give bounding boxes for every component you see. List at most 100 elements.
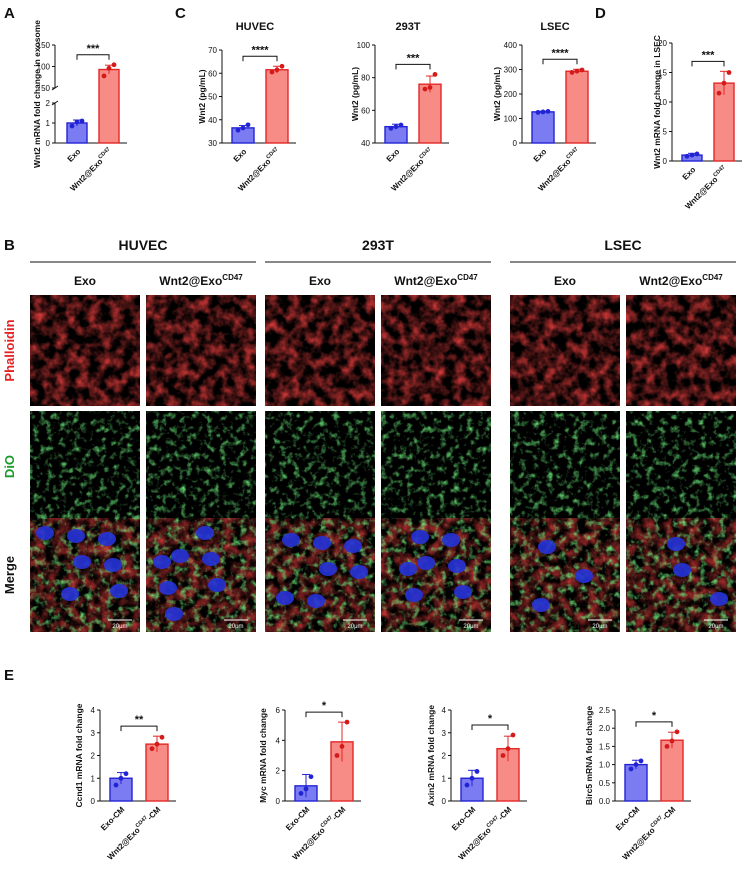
data-point-C2-0-1 <box>393 124 399 130</box>
data-point-E4-1-1 <box>669 738 675 744</box>
category-label-E3-0: Exo-CM <box>450 805 478 833</box>
data-point-C2-1-0 <box>422 86 428 92</box>
micrograph-lsec-exo-merge: 20μm <box>510 518 620 632</box>
y-tick-label-A-l0: 0 <box>46 139 51 148</box>
category-label-E2-0: Exo-CM <box>284 805 312 833</box>
scale-bar-label: 20μm <box>708 624 723 630</box>
significance-bracket-E4 <box>635 721 673 727</box>
y-axis-label-D: Wnt2 mRNA fold change in LSEC <box>652 35 662 169</box>
data-point-E4-1-2 <box>674 729 680 735</box>
significance-bracket-C1 <box>242 55 278 62</box>
micrograph-huvec-wnt2-dio <box>146 411 256 522</box>
y-tick-label-C1-2: 50 <box>208 93 217 102</box>
column-title-1-1: Wnt2@ExoCD47 <box>394 273 478 288</box>
y-tick-label-E2-2: 4 <box>276 736 281 745</box>
bar-E4-1 <box>660 739 684 802</box>
data-point-A-0-2 <box>79 118 85 124</box>
data-point-E1-0-1 <box>118 775 124 781</box>
scale-bar-label: 20μm <box>228 624 243 630</box>
y-tick-label-C1-1: 40 <box>208 116 217 125</box>
data-point-C2-1-1 <box>427 85 433 90</box>
data-point-E3-0-1 <box>469 775 475 781</box>
data-point-C3-1-1 <box>574 68 580 74</box>
data-point-E1-0-0 <box>113 782 119 788</box>
data-point-E3-1-0 <box>500 753 506 758</box>
y-tick-label-A-u0: 50 <box>41 84 50 93</box>
data-point-C3-0-2 <box>545 108 551 114</box>
micrograph-293t-wnt2-merge: 20μm <box>381 518 491 632</box>
micrograph-huvec-wnt2-merge: 20μm <box>146 518 256 632</box>
micrograph-huvec-exo-phalloidin <box>30 295 140 406</box>
data-point-C2-0-0 <box>388 125 394 131</box>
data-point-E1-1-0 <box>149 746 155 752</box>
scale-bar-label: 20μm <box>347 624 362 630</box>
y-tick-label-C3-2: 200 <box>504 90 518 99</box>
y-tick-label-E1-1: 1 <box>91 774 96 783</box>
y-tick-label-E2-0: 0 <box>276 797 281 806</box>
y-tick-label-C2-0: 40 <box>361 139 370 148</box>
significance-bracket-E2 <box>305 711 343 718</box>
category-label-E1-0: Exo-CM <box>99 805 127 833</box>
y-tick-label-C1-4: 70 <box>208 46 217 55</box>
significance-label-C2: *** <box>407 52 421 64</box>
y-tick-label-E4-4: 2.0 <box>599 724 611 733</box>
y-tick-label-D-1: 5 <box>663 128 668 137</box>
data-point-C2-0-2 <box>398 122 404 128</box>
scale-bar-label: 20μm <box>592 624 607 630</box>
significance-bracket-C2 <box>395 63 431 70</box>
y-axis-label-E4: Birc5 mRNA fold change <box>584 706 594 806</box>
data-point-E2-1-2 <box>344 719 350 725</box>
data-point-C1-1-0 <box>269 69 275 75</box>
data-point-E2-0-0 <box>298 791 304 796</box>
row-label-dio: DiO <box>2 455 17 478</box>
data-point-E2-0-2 <box>308 774 314 780</box>
significance-label-A: *** <box>87 43 101 55</box>
data-point-A-1-0 <box>101 73 107 79</box>
y-tick-label-E3-3: 3 <box>442 729 447 738</box>
micrograph-293t-wnt2-phalloidin <box>381 295 491 406</box>
data-point-C2-1-2 <box>432 72 438 77</box>
micrograph-lsec-wnt2-phalloidin <box>626 295 736 406</box>
row-label-phalloidin: Phalloidin <box>2 319 17 381</box>
significance-label-D: *** <box>702 49 716 61</box>
significance-bracket-C3 <box>542 58 578 65</box>
y-tick-label-C2-2: 80 <box>361 74 370 83</box>
y-axis-label-E3: Axin2 mRNA fold change <box>426 705 436 806</box>
micrograph-293t-exo-dio <box>265 411 375 522</box>
y-tick-label-E2-1: 2 <box>276 767 281 776</box>
significance-label-E4: * <box>652 710 657 722</box>
micrograph-huvec-exo-merge: 20μm <box>30 518 140 632</box>
y-axis-label-A: Wnt2 mRNA fold change in exosome <box>32 20 42 168</box>
y-tick-label-E4-5: 2.5 <box>599 706 611 715</box>
data-point-D-1-2 <box>726 70 732 75</box>
data-point-D-1-1 <box>721 80 727 86</box>
significance-label-E3: * <box>488 713 493 725</box>
data-point-E1-0-2 <box>123 771 129 777</box>
category-label-A-0: Exo <box>66 147 83 164</box>
data-point-E3-0-2 <box>474 769 480 774</box>
y-tick-label-C2-1: 60 <box>361 106 370 115</box>
y-tick-label-E4-1: 0.5 <box>599 779 611 788</box>
y-tick-label-A-u1: 100 <box>37 63 51 72</box>
scale-bar-label: 20μm <box>112 624 127 630</box>
y-axis-label-E2: Myc mRNA fold change <box>258 708 268 803</box>
data-point-C1-0-2 <box>245 122 251 128</box>
bar-A-1 <box>98 68 120 144</box>
group-title-huvec: HUVEC <box>118 237 167 253</box>
data-point-E3-1-2 <box>510 732 516 738</box>
bar-E1-1 <box>145 743 169 802</box>
column-title-2-1: Wnt2@ExoCD47 <box>639 273 723 288</box>
y-tick-label-E3-0: 0 <box>442 797 447 806</box>
data-point-E1-1-2 <box>159 734 165 740</box>
bar-C3-0 <box>531 111 555 144</box>
chart-title-C1: HUVEC <box>236 21 275 33</box>
data-point-D-1-0 <box>716 90 722 96</box>
micrograph-lsec-wnt2-dio <box>626 411 736 522</box>
y-tick-label-E4-0: 0.0 <box>599 797 611 806</box>
y-tick-label-E4-3: 1.5 <box>599 742 611 751</box>
y-tick-label-D-0: 0 <box>663 157 668 166</box>
micrograph-293t-exo-merge: 20μm <box>265 518 375 632</box>
